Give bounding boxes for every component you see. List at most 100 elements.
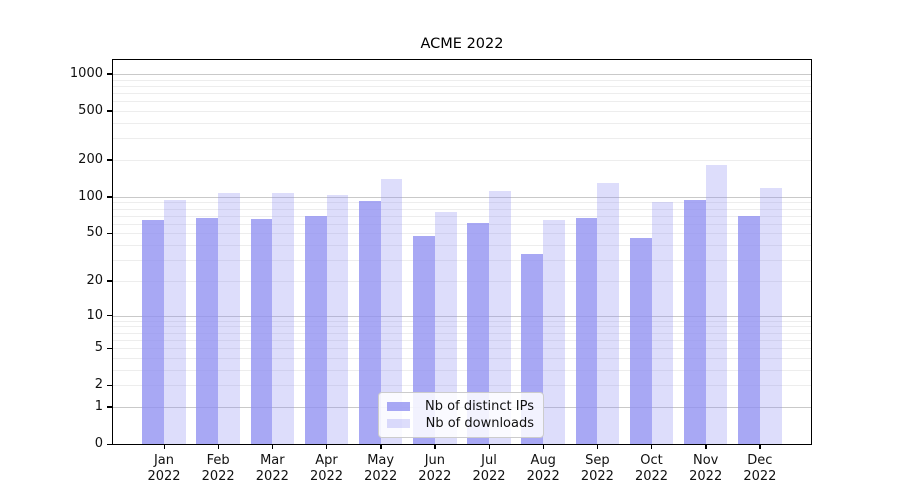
bar-distinct-ips-mar [250, 218, 273, 444]
legend-entry-distinct-ips: Nb of distinct IPs [387, 398, 534, 414]
y-tick-label: 50 [86, 225, 103, 241]
minor-gridline [113, 332, 811, 334]
chart-title: ACME 2022 [420, 36, 504, 52]
legend: Nb of distinct IPs Nb of downloads [378, 392, 544, 438]
x-tick-mark [380, 445, 382, 449]
x-tick-label: Sep 2022 [580, 453, 614, 484]
minor-gridline [113, 245, 811, 247]
x-tick-mark [596, 445, 599, 449]
y-tick-mark [107, 406, 112, 408]
bar-distinct-ips-feb [196, 217, 219, 444]
legend-swatch-downloads [387, 418, 410, 428]
bar-downloads-feb [218, 193, 240, 444]
x-tick-mark [651, 445, 653, 449]
x-tick-label: Dec 2022 [743, 453, 777, 484]
minor-gridline [113, 122, 811, 124]
y-tick-mark [107, 159, 112, 161]
x-tick-label: May 2022 [364, 453, 398, 484]
minor-gridline [113, 92, 811, 94]
y-tick-mark [107, 73, 112, 75]
bar-downloads-mar [272, 193, 295, 444]
bar-downloads-oct [651, 201, 674, 444]
y-tick-mark [107, 315, 112, 317]
y-tick-mark [107, 232, 112, 235]
bar-downloads-apr [326, 194, 349, 444]
x-tick-label: Aug 2022 [526, 453, 560, 484]
y-tick-label: 1000 [69, 65, 103, 81]
bar-downloads-aug [543, 220, 565, 444]
x-tick-label: Nov 2022 [689, 453, 723, 484]
minor-gridline [113, 260, 811, 262]
legend-entry-downloads: Nb of downloads [387, 415, 534, 431]
y-tick-label: 500 [78, 102, 103, 118]
minor-gridline [113, 159, 811, 161]
y-tick-label: 100 [78, 188, 103, 204]
x-tick-label: Oct 2022 [634, 453, 669, 484]
minor-gridline [113, 208, 811, 210]
minor-gridline [113, 215, 811, 217]
minor-gridline [113, 233, 811, 235]
x-tick-mark [271, 445, 274, 449]
major-gridline [113, 196, 811, 198]
x-tick-label: Jun 2022 [418, 453, 452, 484]
y-tick-label: 5 [94, 340, 103, 355]
x-tick-mark [705, 445, 707, 449]
bar-downloads-nov [705, 164, 728, 444]
major-gridline [113, 315, 811, 317]
bar-downloads-may [380, 178, 403, 444]
y-tick-label: 20 [86, 272, 103, 288]
bar-downloads-sep [597, 182, 620, 444]
bar-distinct-ips-apr [304, 216, 327, 444]
y-tick-label: 0 [94, 436, 103, 451]
legend-swatch-distinct-ips [387, 401, 410, 411]
minor-gridline [113, 348, 811, 349]
bar-distinct-ips-dec [738, 215, 760, 444]
minor-gridline [113, 385, 811, 387]
x-tick-mark [434, 445, 436, 449]
y-tick-mark [107, 110, 112, 112]
x-tick-label: Feb 2022 [201, 453, 235, 484]
y-tick-label: 2 [94, 377, 103, 393]
y-tick-label: 200 [78, 151, 103, 167]
legend-label-downloads: Nb of downloads [425, 415, 534, 431]
bar-distinct-ips-jun [413, 235, 435, 444]
minor-gridline [113, 85, 811, 87]
x-tick-mark [163, 445, 165, 449]
minor-gridline [113, 326, 811, 328]
y-tick-mark [107, 443, 112, 445]
y-tick-label: 1 [94, 398, 103, 414]
bar-distinct-ips-nov [683, 200, 706, 444]
major-gridline [113, 73, 811, 75]
plot-area [112, 59, 812, 445]
bar-distinct-ips-may [358, 200, 381, 444]
y-tick-mark [107, 196, 112, 198]
x-tick-label: Mar 2022 [255, 453, 289, 484]
bar-distinct-ips-oct [629, 237, 652, 444]
minor-gridline [113, 320, 811, 322]
bar-distinct-ips-sep [575, 217, 598, 444]
bar-downloads-jun [434, 212, 457, 444]
y-tick-label: 10 [86, 307, 103, 323]
minor-gridline [113, 357, 811, 359]
x-tick-mark [759, 445, 761, 449]
x-tick-label: Apr 2022 [309, 453, 344, 484]
minor-gridline [113, 202, 811, 204]
minor-gridline [113, 369, 811, 371]
x-tick-label: Jul 2022 [472, 453, 506, 484]
x-tick-mark [488, 445, 490, 449]
minor-gridline [113, 110, 811, 112]
x-tick-label: Jan 2022 [147, 453, 181, 484]
bar-downloads-jan [164, 199, 186, 444]
minor-gridline [113, 101, 811, 103]
bar-downloads-jul [489, 191, 511, 444]
x-tick-mark [217, 445, 220, 449]
minor-gridline [113, 339, 811, 341]
y-tick-mark [107, 384, 112, 387]
x-tick-mark [326, 445, 328, 449]
bar-downloads-dec [759, 188, 782, 444]
bar-distinct-ips-jan [142, 220, 164, 444]
legend-label-distinct-ips: Nb of distinct IPs [425, 398, 534, 414]
minor-gridline [113, 138, 811, 140]
bar-distinct-ips-jul [467, 222, 490, 444]
